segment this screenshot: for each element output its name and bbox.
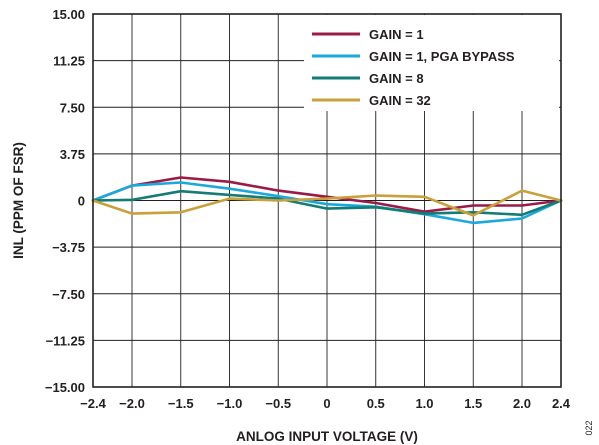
x-tick-label: 0.5 — [367, 396, 385, 411]
y-tick-labels: 15.00 11.25 7.50 3.75 0 −3.75 −7.50 −11.25 −15.0… — [45, 7, 85, 395]
legend: GAIN = 1 GAIN = 1, PGA BYPASS GAIN = 8 GAIN… — [312, 27, 515, 108]
y-tick-label: −7.50 — [52, 287, 85, 302]
y-tick-label: −15.00 — [45, 380, 85, 395]
x-tick-label: −0.5 — [265, 396, 291, 411]
figure-id: 022 — [584, 420, 594, 435]
y-tick-label: 0 — [78, 194, 85, 209]
x-tick-label: −1.0 — [217, 396, 243, 411]
x-tick-label: −2.0 — [119, 396, 145, 411]
x-tick-label: −1.5 — [168, 396, 194, 411]
y-tick-label: 11.25 — [53, 54, 85, 69]
x-tick-labels: −2.4 −2.0 −1.5 −1.0 −0.5 0 0.5 1.0 1.5 2.0 2.4 — [80, 396, 571, 411]
legend-label: GAIN = 1 — [369, 27, 424, 42]
x-axis-title: ANLOG INPUT VOLTAGE (V) — [236, 429, 418, 444]
series-lines — [91, 176, 563, 225]
y-axis-title: INL (PPM OF FSR) — [11, 142, 26, 259]
x-tick-label: 1.0 — [415, 396, 433, 411]
series-line — [91, 189, 563, 217]
y-tick-label: −11.25 — [46, 333, 85, 348]
legend-background — [304, 15, 559, 111]
x-tick-label: 0 — [323, 396, 330, 411]
series-line — [91, 189, 563, 217]
legend-label: GAIN = 32 — [369, 93, 431, 108]
x-tick-label: 1.5 — [464, 396, 482, 411]
y-tick-label: 7.50 — [60, 100, 85, 115]
plot-frame — [92, 13, 562, 388]
legend-label: GAIN = 8 — [369, 71, 424, 86]
series-line — [91, 181, 563, 225]
x-tick-label: −2.4 — [80, 396, 106, 411]
legend-label: GAIN = 1, PGA BYPASS — [369, 49, 515, 64]
y-tick-label: −3.75 — [52, 240, 85, 255]
x-tick-label: 2.4 — [552, 396, 571, 411]
y-tick-label: 15.00 — [52, 7, 85, 22]
x-tick-label: 2.0 — [513, 396, 531, 411]
series-line — [91, 176, 563, 213]
y-tick-label: 3.75 — [60, 147, 85, 162]
